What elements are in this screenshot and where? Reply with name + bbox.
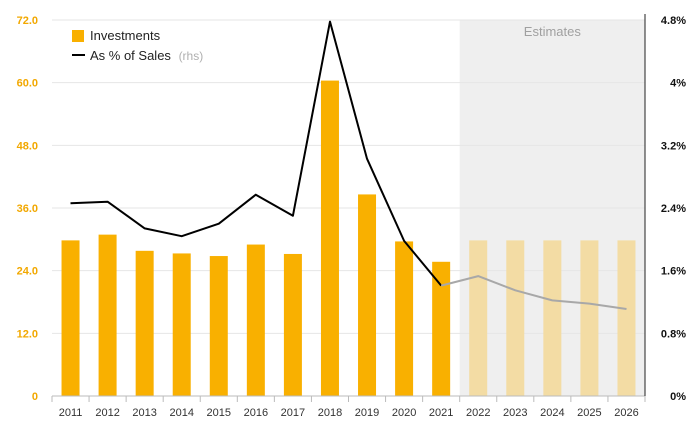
investment-bar <box>246 244 265 396</box>
y-right-tick-label: 4.8% <box>661 15 686 27</box>
x-tick-label: 2011 <box>59 407 83 419</box>
axes: 0 0% 12.0 0.8% 24.0 1.6% 36.0 2.4% 48.0 3.2% 60.0 4… <box>17 14 686 419</box>
y-right-tick-label: 0% <box>670 391 686 403</box>
y-left-tick-label: 0 <box>32 391 38 403</box>
y-right-tick-label: 0.8% <box>661 328 686 340</box>
investment-bar <box>469 240 488 396</box>
investment-bar <box>209 256 228 396</box>
investment-bar <box>543 240 562 396</box>
legend-label-investments: Investments <box>90 28 161 43</box>
x-tick-label: 2024 <box>540 407 564 419</box>
investment-bar <box>358 194 377 396</box>
x-tick-label: 2015 <box>207 407 231 419</box>
estimates-label: Estimates <box>524 24 582 39</box>
x-tick-label: 2012 <box>95 407 119 419</box>
x-tick-label: 2020 <box>392 407 416 419</box>
legend-label-sales-pct: As % of Sales (rhs) <box>90 48 203 63</box>
investment-bar <box>61 240 80 396</box>
investment-bar <box>135 250 154 396</box>
investment-bar <box>432 261 451 396</box>
investment-bar <box>617 240 636 396</box>
sales-pct-line-estimate <box>440 275 627 310</box>
y-left-tick-label: 48.0 <box>17 140 38 152</box>
x-tick-label: 2016 <box>244 407 268 419</box>
y-right-tick-label: 1.6% <box>661 266 686 278</box>
legend-swatch-investments <box>72 30 84 42</box>
y-left-tick-label: 12.0 <box>17 328 38 340</box>
investment-bar <box>98 234 117 396</box>
x-tick-label: 2026 <box>614 407 638 419</box>
x-tick-label: 2025 <box>577 407 601 419</box>
line-series <box>70 20 627 310</box>
investment-bar <box>172 253 191 396</box>
x-tick-label: 2017 <box>281 407 305 419</box>
y-left-tick-label: 72.0 <box>17 15 38 27</box>
sales-pct-line-actual <box>70 20 442 287</box>
y-right-tick-label: 3.2% <box>661 140 686 152</box>
x-tick-label: 2018 <box>318 407 342 419</box>
x-tick-label: 2021 <box>429 407 453 419</box>
y-left-tick-label: 36.0 <box>17 203 38 215</box>
y-left-tick-label: 24.0 <box>17 266 38 278</box>
bar-series <box>61 80 636 397</box>
x-tick-label: 2022 <box>466 407 490 419</box>
x-tick-label: 2013 <box>132 407 156 419</box>
investment-bar <box>506 240 525 396</box>
legend: Investments As % of Sales (rhs) <box>72 28 203 63</box>
legend-sales-pct-name: As % of Sales <box>90 48 171 63</box>
investment-bar <box>580 240 599 396</box>
y-right-tick-label: 4% <box>670 78 686 90</box>
investment-bar <box>395 241 414 396</box>
legend-sales-pct-suffix: (rhs) <box>179 49 204 63</box>
investment-bar <box>320 80 339 397</box>
y-right-tick-label: 2.4% <box>661 203 686 215</box>
x-tick-label: 2023 <box>503 407 527 419</box>
x-tick-label: 2014 <box>169 407 193 419</box>
x-tick-label: 2019 <box>355 407 379 419</box>
investment-bar <box>283 253 302 396</box>
y-left-tick-label: 60.0 <box>17 78 38 90</box>
